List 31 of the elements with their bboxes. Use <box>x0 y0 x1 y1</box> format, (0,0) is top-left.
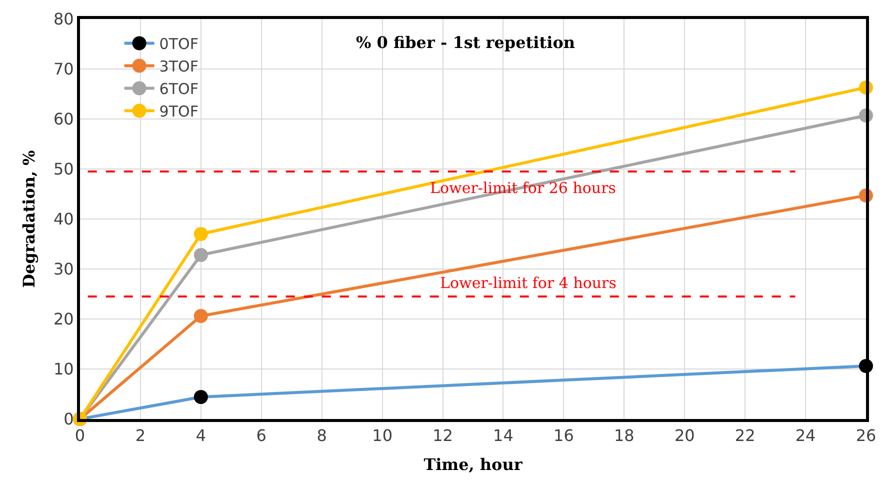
x-tick-label: 12 <box>432 426 453 446</box>
x-tick-label: 4 <box>196 426 206 446</box>
y-tick-label: 20 <box>53 310 74 329</box>
legend-label: 3TOF <box>159 58 198 76</box>
x-tick-label: 18 <box>614 426 634 446</box>
y-tick-label: 80 <box>53 10 74 29</box>
y-tick-label: 50 <box>53 160 74 179</box>
legend-label: 6TOF <box>159 80 198 98</box>
x-tick-label: 10 <box>372 426 392 446</box>
x-tick-label: 20 <box>674 426 695 446</box>
x-tick-label: 14 <box>493 426 514 446</box>
x-tick-label: 2 <box>135 426 146 446</box>
y-axis-title: Degradation, % <box>19 150 38 288</box>
x-tick-label: 26 <box>856 426 876 446</box>
x-tick-label: 16 <box>554 426 574 446</box>
text: % 0 fiber - 1st repetition <box>356 33 576 52</box>
x-tick-label: 8 <box>316 426 327 446</box>
y-tick-label: 40 <box>53 210 74 229</box>
x-tick-label: 6 <box>256 426 266 446</box>
y-tick-label: 60 <box>53 110 74 129</box>
legend-label: 9TOF <box>159 102 198 121</box>
ref-line-label: Lower-limit for 26 hours <box>430 179 616 197</box>
x-tick-label: 24 <box>795 426 816 446</box>
ref-line-label: Lower-limit for 4 hours <box>440 274 616 292</box>
y-tick-label: 10 <box>53 360 74 379</box>
y-tick-label: 30 <box>53 260 74 279</box>
x-axis-title: Time, hour <box>424 454 523 474</box>
y-tick-label: 0 <box>64 410 74 429</box>
legend-label: 0TOF <box>159 35 198 54</box>
y-tick-label: 70 <box>53 60 74 79</box>
x-tick-label: 22 <box>734 426 756 446</box>
